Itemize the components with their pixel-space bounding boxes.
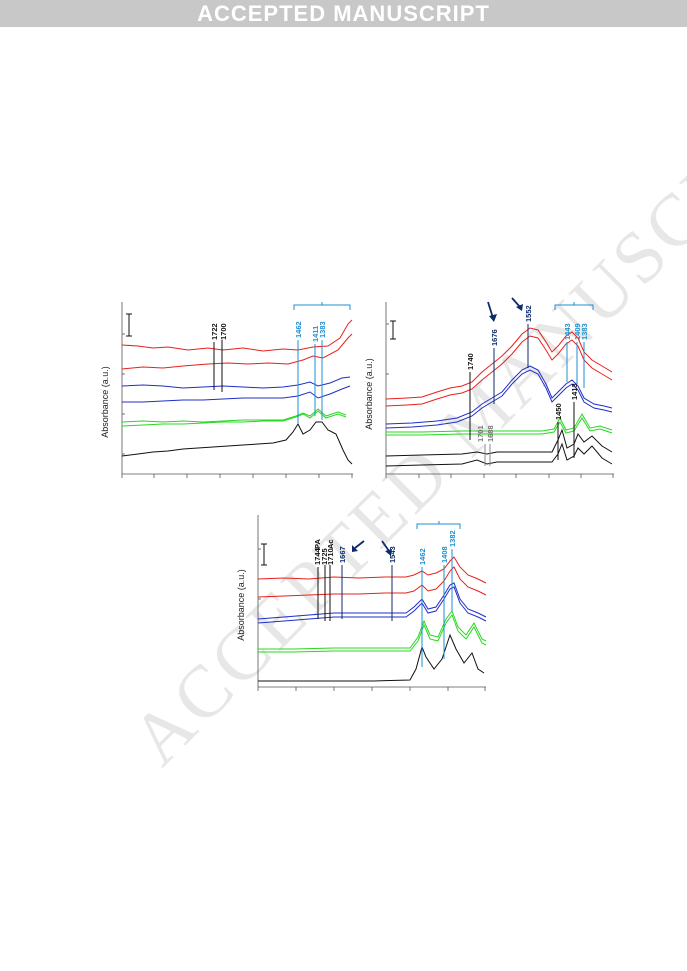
y-axis-label: Absorbance (a.u.): [100, 366, 110, 438]
annotation-1462: 1462: [294, 321, 303, 338]
annotation-1710: 1710: [326, 548, 335, 565]
annotation-1740: 1740: [466, 353, 475, 370]
spectrum-red-upper: [385, 327, 613, 400]
spectrum-panel-a: Absorbance (a.u.) 1722 1700 1462 1411 13…: [100, 302, 353, 478]
spectrum-panel-b: Absorbance (a.u.) 1740 1450 1413 1701 16…: [364, 297, 614, 478]
annotation-1667: 1667: [338, 546, 347, 563]
annotation-lines-black: [213, 340, 223, 392]
scale-bar: [261, 543, 267, 566]
y-ticks: [122, 333, 125, 455]
x-ticks: [257, 687, 486, 691]
spectrum-blue-upper: [121, 376, 351, 389]
annotation-1543: 1543: [388, 546, 397, 563]
annotation-lines-cyan: [297, 340, 323, 424]
arrow-icon-1552: [511, 297, 523, 311]
spectrum-green-lower: [386, 417, 613, 436]
annotation-1552: 1552: [524, 305, 533, 322]
annotation-1443: 1443: [563, 323, 572, 340]
y-axis-label: Absorbance (a.u.): [364, 358, 374, 430]
annotation-lines-gray: [484, 444, 491, 466]
spectrum-blue-upper: [385, 365, 613, 425]
spectrum-black: [121, 421, 353, 465]
y-axis-label: Absorbance (a.u.): [236, 569, 246, 641]
annotation-1725: 1725: [320, 548, 329, 565]
annotation-1413: 1413: [570, 383, 579, 400]
annotation-1700: 1700: [219, 323, 228, 340]
spectrum-green-lower: [258, 613, 487, 653]
annotation-1744: 1744: [313, 547, 322, 565]
y-ticks: [386, 323, 389, 425]
annotation-pa: PA: [313, 539, 322, 549]
spectrum-black: [258, 633, 485, 682]
annotation-1409: 1409: [573, 323, 582, 340]
annotation-1383: 1383: [318, 321, 327, 338]
annotation-lines-navy: [493, 324, 529, 404]
scale-bar: [390, 320, 396, 340]
spectrum-red-lower: [121, 333, 353, 370]
annotation-1462: 1462: [418, 548, 427, 565]
annotation-1722: 1722: [210, 323, 219, 340]
accepted-manuscript-banner: ACCEPTED MANUSCRIPT: [0, 0, 687, 27]
cyan-bracket: [293, 302, 351, 310]
annotation-1676: 1676: [490, 329, 499, 346]
annotation-1411: 1411: [311, 326, 320, 342]
arrow-icon-1676: [487, 301, 497, 322]
annotation-lines-cyan: [566, 342, 585, 388]
arrow-icon-1667: [352, 540, 365, 552]
spectrum-black-upper: [385, 428, 613, 457]
spectrum-black-lower: [385, 442, 613, 467]
x-ticks: [385, 474, 614, 478]
spectrum-panel-c: Absorbance (a.u.) 1744 PA 1725 1710 Ac 1…: [236, 515, 487, 691]
annotation-lines-cyan: [421, 549, 453, 667]
arrow-icon-1543: [381, 540, 392, 556]
spectrum-red-lower: [385, 335, 613, 407]
annotation-1688: 1688: [486, 425, 495, 442]
cyan-bracket: [554, 302, 594, 310]
annotation-ac: Ac: [326, 539, 335, 549]
annotation-1408: 1408: [440, 546, 449, 563]
spectrum-green-upper: [386, 412, 613, 433]
annotation-lines-navy: [341, 565, 393, 621]
x-ticks: [121, 474, 353, 478]
annotation-1450: 1450: [554, 403, 563, 420]
cyan-bracket: [416, 521, 461, 529]
scale-bar: [126, 313, 132, 337]
spectrum-red-upper: [121, 319, 353, 352]
annotation-1382: 1382: [448, 530, 457, 547]
spectrum-blue-lower: [122, 385, 351, 403]
annotation-lines-black: [317, 565, 331, 621]
y-ticks: [258, 548, 261, 650]
annotation-1701: 1701: [476, 425, 485, 442]
annotation-1383: 1383: [580, 323, 589, 340]
annotation-lines-black: [469, 372, 575, 460]
spectrum-green-upper: [258, 609, 487, 650]
spectrum-blue-lower: [385, 369, 613, 429]
